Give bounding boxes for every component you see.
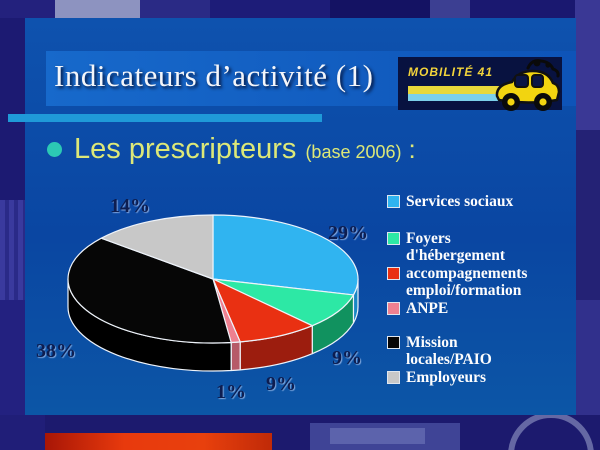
heading-subtext: (base 2006) xyxy=(305,142,402,162)
pie-slice-services-sociaux xyxy=(212,214,359,296)
heading-text: Les prescripteurs xyxy=(74,133,297,165)
montage-red-banner xyxy=(45,433,272,450)
legend-label: Services sociaux xyxy=(406,193,514,210)
legend-item-accompagnements: accompagnements emploi/formation xyxy=(387,265,573,299)
legend-item-employeurs: Employeurs xyxy=(387,369,573,386)
pie-label-services-sociaux: 29% xyxy=(328,222,368,244)
legend-item-foyers: Foyers d'hébergement xyxy=(387,230,573,264)
logo-text: MOBILITÉ 41 xyxy=(408,65,494,79)
montage-photo xyxy=(210,0,330,20)
montage-photo xyxy=(470,0,600,20)
logo-yellow-bar xyxy=(408,86,504,94)
legend-item-anpe: ANPE xyxy=(387,300,573,317)
montage-photo xyxy=(330,0,430,20)
pie-slice-employeurs xyxy=(100,214,214,280)
montage-photo xyxy=(0,0,55,20)
legend-item-services-sociaux: Services sociaux xyxy=(387,193,573,210)
legend-swatch xyxy=(387,267,400,280)
legend-label: ANPE xyxy=(406,300,449,317)
pie-slice-foyers xyxy=(212,278,355,327)
montage-photo xyxy=(0,200,25,300)
page-title: Indicateurs d’activité (1) xyxy=(54,58,374,93)
pie-slice-accompagnements xyxy=(212,278,313,343)
pie-label-mission-locales: 38% xyxy=(36,340,76,362)
pie-wall-anpe xyxy=(230,341,241,372)
pie-label-anpe: 1% xyxy=(216,381,246,403)
legend-swatch xyxy=(387,302,400,315)
legend-swatch xyxy=(387,195,400,208)
title-underline-bar xyxy=(8,114,322,122)
montage-photo xyxy=(55,0,140,18)
pie-chart xyxy=(67,214,359,372)
mobilite41-logo: MOBILITÉ 41 xyxy=(398,57,562,111)
bullet-icon xyxy=(47,142,62,157)
legend-label: Mission locales/PAIO xyxy=(406,334,492,368)
logo-blue-bar xyxy=(408,94,504,101)
montage-photo xyxy=(430,0,470,18)
chart-legend: Services sociaux Foyers d'hébergement ac… xyxy=(387,193,573,387)
montage-photo xyxy=(0,415,45,450)
pie-slice-mission-locales xyxy=(67,237,232,344)
pie-label-employeurs: 14% xyxy=(110,195,150,217)
legend-label: accompagnements emploi/formation xyxy=(406,265,528,299)
car-icon xyxy=(495,59,561,111)
legend-swatch xyxy=(387,232,400,245)
heading-colon: : xyxy=(408,134,416,164)
legend-swatch xyxy=(387,371,400,384)
montage-photo xyxy=(140,0,210,20)
section-heading: Les prescripteurs (base 2006) : xyxy=(47,133,416,166)
montage-photo xyxy=(0,300,25,415)
legend-item-mission-locales: Mission locales/PAIO xyxy=(387,334,573,368)
montage-photo xyxy=(330,428,425,444)
legend-label: Employeurs xyxy=(406,369,487,386)
montage-photo xyxy=(575,0,600,130)
pie-label-accompagnements: 9% xyxy=(266,373,296,395)
legend-swatch xyxy=(387,336,400,349)
legend-label: Foyers d'hébergement xyxy=(406,230,506,264)
pie-label-foyers: 9% xyxy=(332,347,362,369)
